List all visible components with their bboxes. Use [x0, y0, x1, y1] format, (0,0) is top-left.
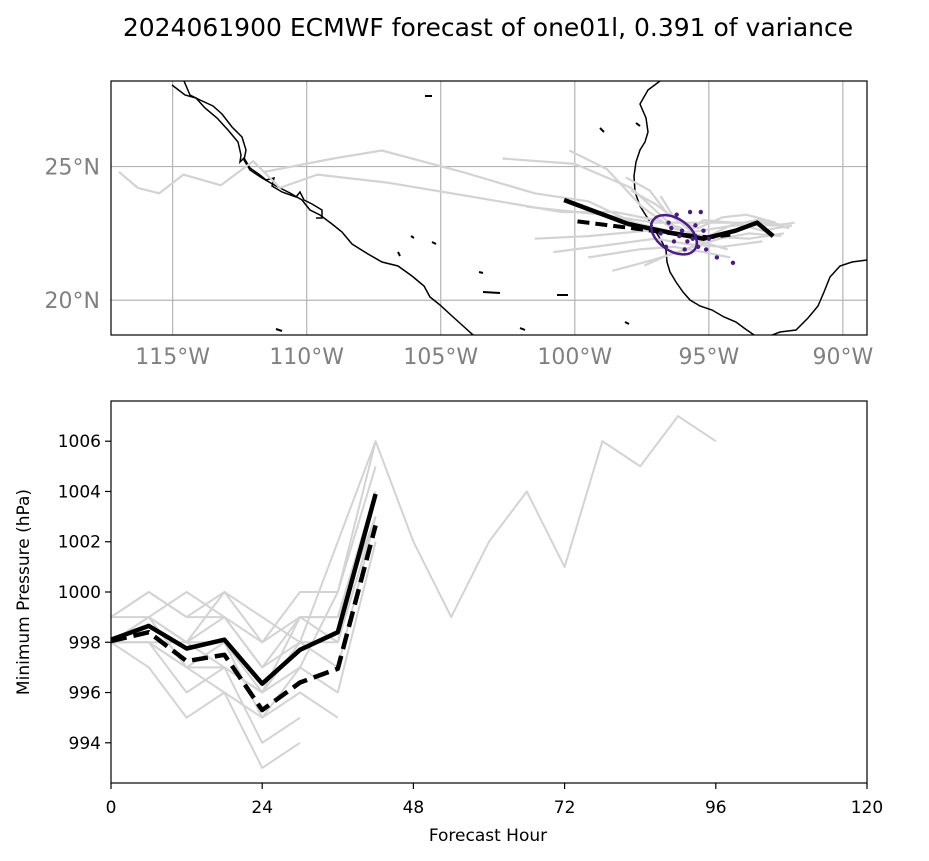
ensemble-position-point: [666, 220, 671, 225]
ensemble-pressure-line: [111, 516, 377, 669]
mean-track-solid: [563, 197, 775, 241]
track-map: 115°W 110°W 105°W 100°W 95°W 90°W 25°N 20°N: [45, 80, 873, 370]
ensemble-position-point: [682, 247, 687, 252]
y-axis-label: Minimum Pressure (hPa): [14, 489, 34, 695]
map-lon-tick-label: 105°W: [403, 345, 478, 370]
map-lon-tick-label: 110°W: [269, 345, 344, 370]
coastline-baja: [171, 84, 323, 219]
ensemble-pressure-line: [111, 641, 301, 744]
ensemble-position-point: [714, 255, 720, 260]
ensemble-track: [502, 157, 689, 237]
mean-track-dashed: [577, 219, 731, 240]
coastline-yucatan: [770, 259, 867, 335]
x-tick-label: 24: [251, 798, 273, 818]
ensemble-pressure-line: [111, 415, 717, 719]
ensemble-track: [553, 237, 763, 254]
ensemble-position-point: [690, 236, 695, 241]
ensemble-pressure-line: [111, 641, 301, 769]
map-lon-tick-label: 95°W: [678, 345, 739, 370]
y-tick-label: 1002: [58, 533, 101, 553]
x-tick-label: 96: [705, 798, 727, 818]
ensemble-position-point: [701, 228, 706, 233]
x-axis-ticks: 0 24 48 72 96 120: [106, 783, 883, 818]
ensemble-position-point: [677, 233, 682, 239]
map-lon-tick-label: 115°W: [135, 345, 210, 370]
ensemble-position-point: [687, 209, 693, 215]
x-tick-label: 120: [851, 798, 883, 818]
ensemble-position-point: [693, 223, 698, 228]
ensemble-position-point: [674, 212, 679, 217]
ensemble-track: [588, 245, 731, 259]
map-lat-tick-label: 25°N: [45, 156, 100, 181]
x-tick-label: 72: [554, 798, 576, 818]
map-lon-tick-label: 100°W: [537, 345, 612, 370]
ensemble-position-point: [703, 247, 709, 252]
map-lat-tick-label: 20°N: [45, 289, 100, 314]
map-latitude-ticks: 25°N 20°N: [45, 156, 100, 315]
y-tick-label: 996: [69, 684, 101, 704]
y-tick-label: 994: [69, 734, 101, 754]
coastline-islands: [275, 95, 641, 332]
y-tick-label: 1000: [58, 583, 101, 603]
pressure-chart: 0 24 48 72 96 120 994 996 998 1000 1002 1004 1006 F…: [14, 400, 883, 846]
ensemble-track: [630, 189, 777, 230]
x-axis-label: Forecast Hour: [429, 826, 547, 846]
ensemble-position-point: [706, 236, 712, 241]
uncertainty-ellipse: [649, 213, 699, 256]
x-tick-label: 48: [403, 798, 425, 818]
ensemble-position-point: [730, 260, 736, 266]
ensemble-position-point: [671, 239, 677, 244]
y-axis-ticks: 994 996 998 1000 1002 1004 1006: [58, 432, 111, 754]
ensemble-position-point: [658, 231, 663, 236]
map-frame: [110, 80, 868, 336]
mean-pressure-solid-line: [111, 493, 378, 686]
ensemble-pressure-line: [111, 491, 377, 694]
y-tick-label: 1006: [58, 432, 101, 452]
coastline: [171, 81, 867, 335]
coastline-gulf: [633, 81, 757, 335]
ensemble-pressure-line: [111, 516, 377, 644]
ensemble-track: [118, 160, 683, 230]
ensemble-position-point: [685, 239, 690, 244]
coastline-mainland: [183, 81, 475, 335]
pressure-series: [111, 415, 717, 769]
x-tick-label: 0: [106, 798, 117, 818]
ensemble-position-point: [679, 228, 685, 233]
y-tick-label: 1004: [58, 482, 101, 502]
map-longitude-ticks: 115°W 110°W 105°W 100°W 95°W 90°W: [135, 345, 873, 370]
map-lon-tick-label: 90°W: [812, 345, 873, 370]
ensemble-track: [644, 232, 782, 267]
mean-pressure-dashed-line: [111, 524, 378, 713]
ensemble-position-point: [698, 209, 703, 215]
y-tick-label: 998: [69, 633, 101, 653]
map-gridlines: [111, 81, 867, 335]
ensemble-position-point: [669, 225, 674, 231]
ensemble-pressure-line: [111, 440, 377, 669]
figure-title: 2024061900 ECMWF forecast of one01l, 0.3…: [123, 13, 853, 42]
forecast-tracks: [118, 149, 795, 272]
